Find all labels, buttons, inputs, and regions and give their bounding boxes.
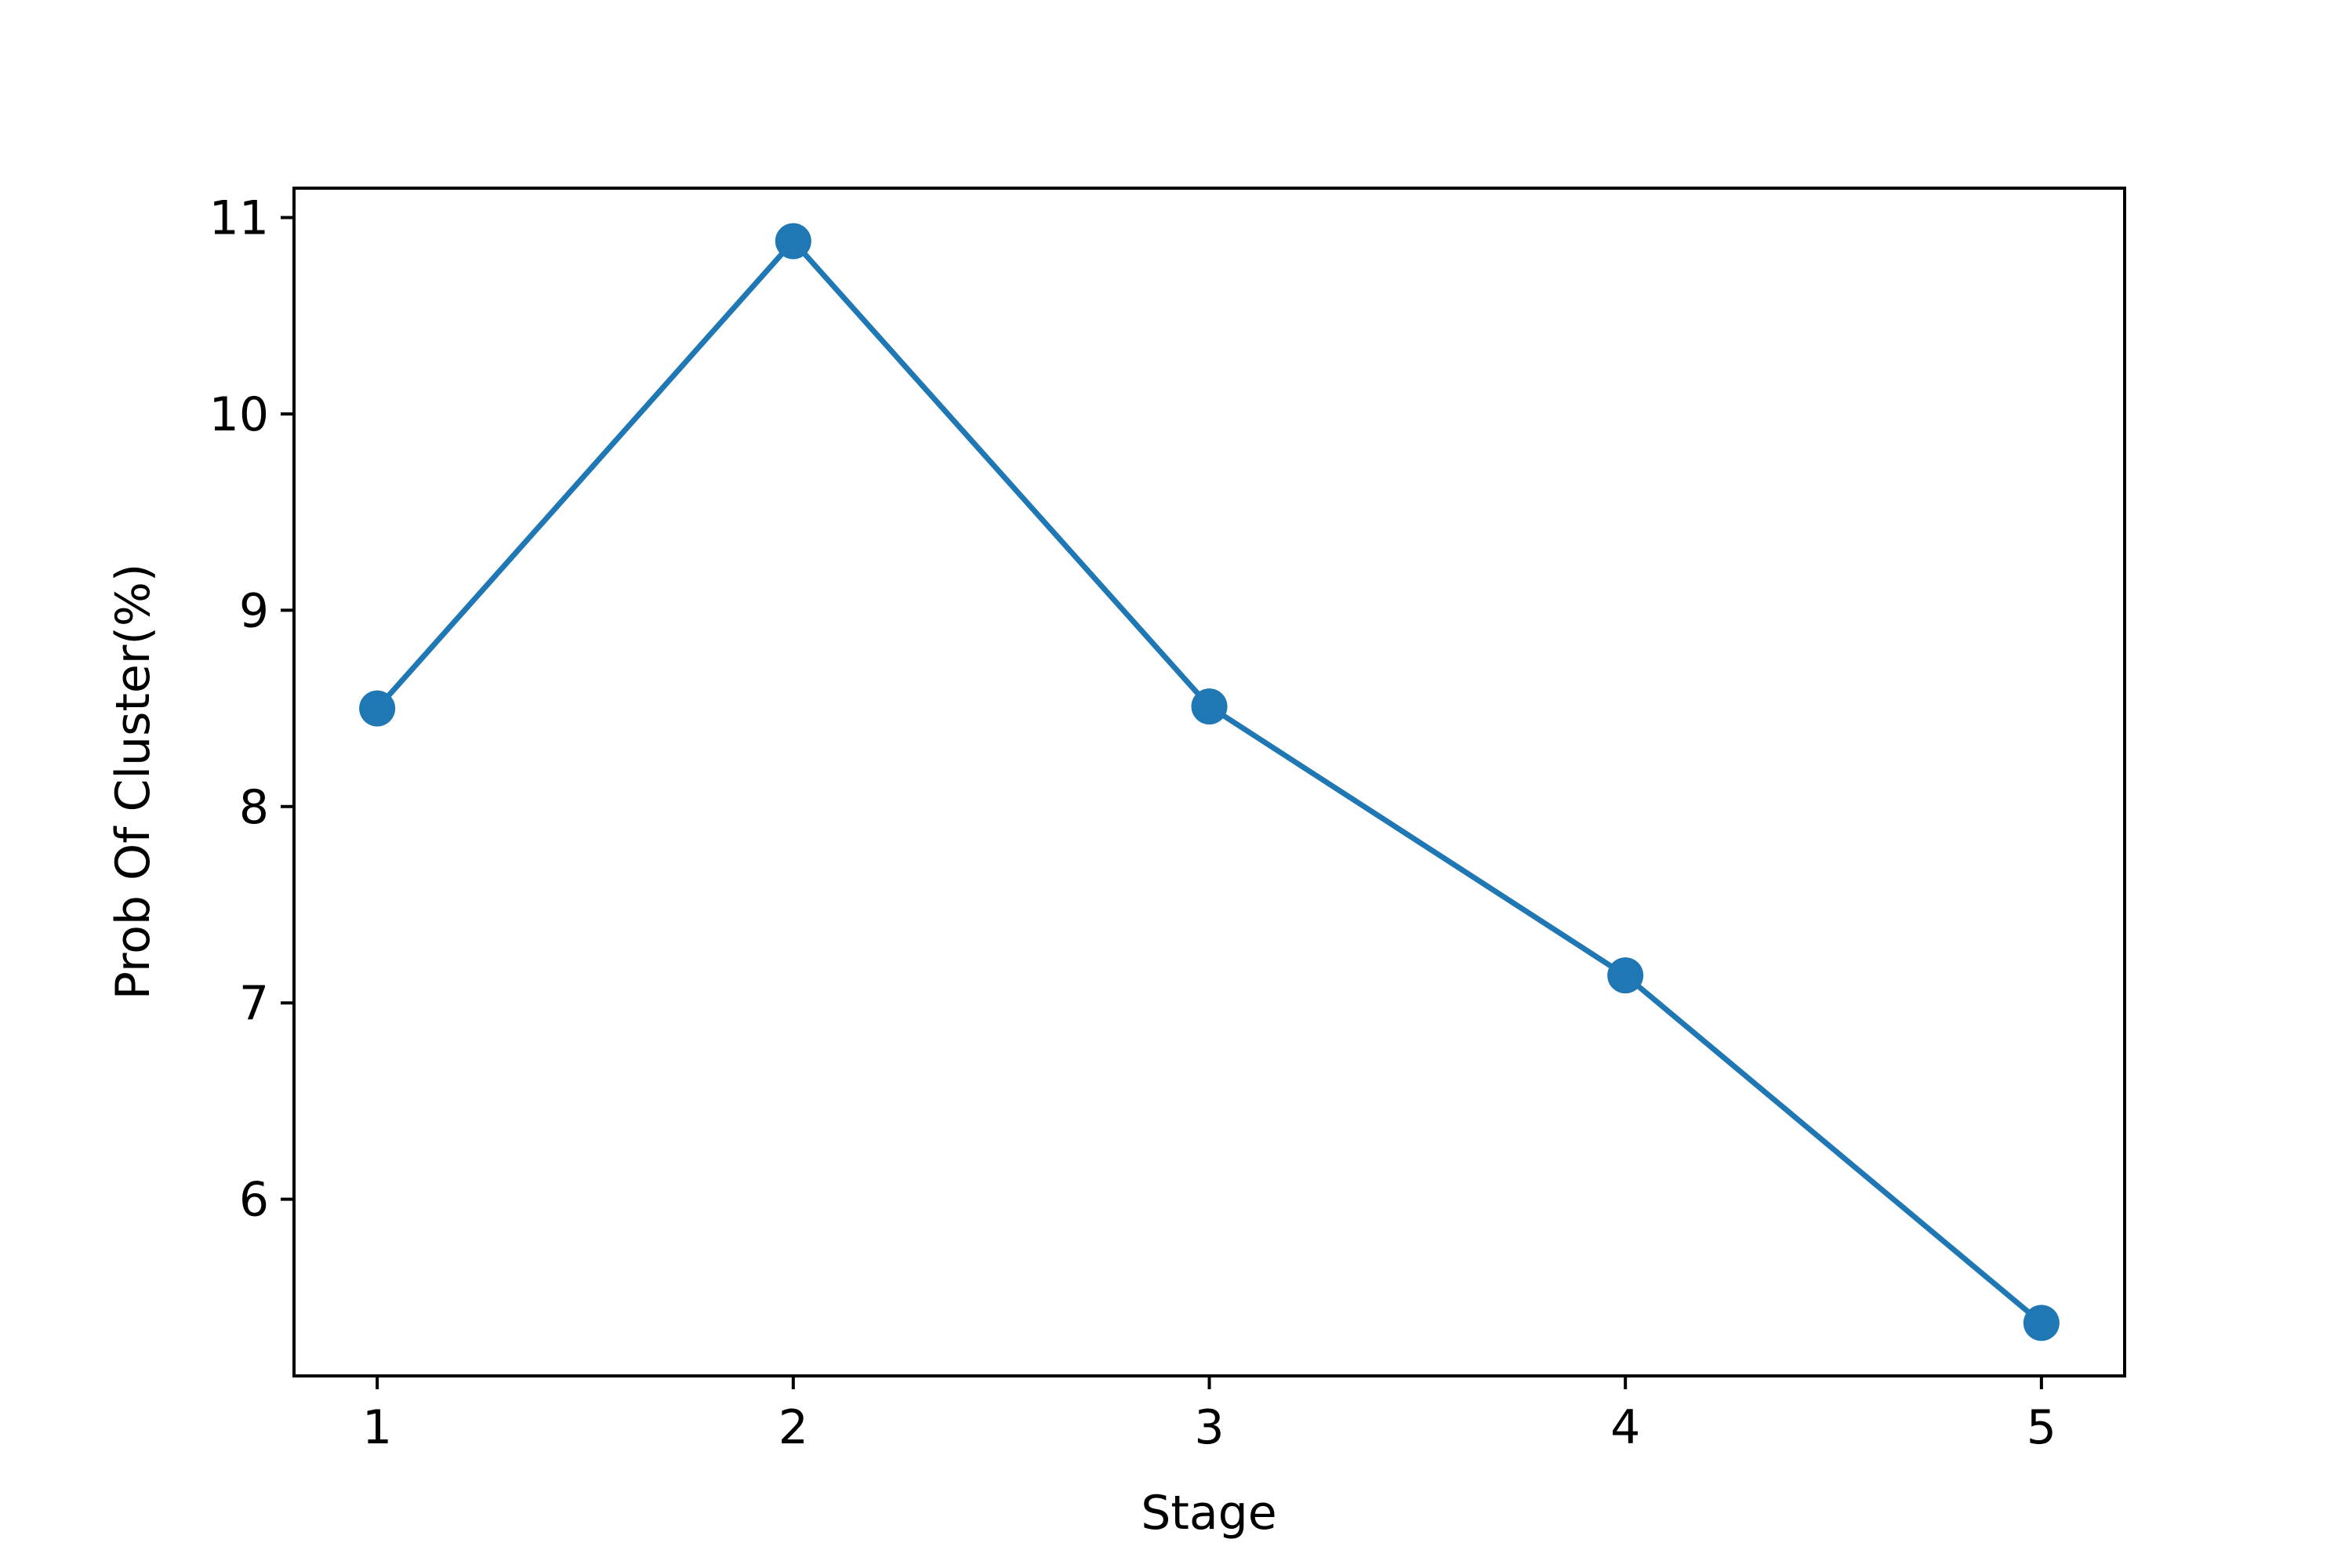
- x-tick-label: 5: [2027, 1400, 2056, 1455]
- data-point: [775, 223, 811, 260]
- x-tick-label: 1: [362, 1400, 392, 1455]
- data-point: [359, 690, 396, 727]
- y-tick-label: 8: [239, 780, 269, 835]
- y-tick-label: 7: [239, 976, 269, 1031]
- x-tick-label: 2: [779, 1400, 808, 1455]
- data-point: [1191, 688, 1228, 725]
- x-axis-ticks: 1 2 3 4 5: [362, 1376, 2056, 1455]
- y-tick-label: 10: [209, 387, 269, 442]
- y-axis-label: Prob Of Cluster(%): [106, 564, 161, 1000]
- series-line: [375, 238, 2044, 1326]
- data-point: [2023, 1305, 2060, 1341]
- x-axis-label: Stage: [1141, 1486, 1276, 1541]
- y-axis-ticks: 6 7 8 9 10 11: [209, 191, 294, 1228]
- y-tick-label: 6: [239, 1173, 269, 1228]
- series-layer: [359, 223, 2060, 1341]
- x-tick-label: 4: [1610, 1400, 1640, 1455]
- y-tick-label: 11: [209, 191, 269, 246]
- data-point: [1607, 957, 1644, 994]
- x-tick-label: 3: [1194, 1400, 1224, 1455]
- plot-area: [292, 187, 2126, 1377]
- y-tick-label: 9: [239, 583, 269, 638]
